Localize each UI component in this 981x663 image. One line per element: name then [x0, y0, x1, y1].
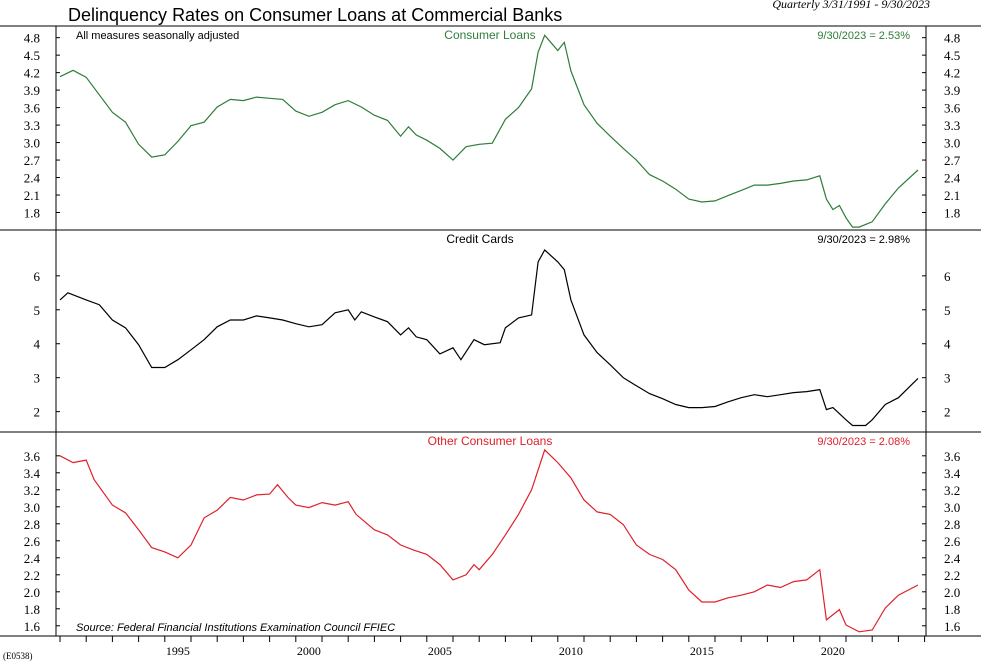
- source-note: Source: Federal Financial Institutions E…: [76, 622, 395, 634]
- y-tick-label-left: 6: [34, 269, 41, 284]
- y-tick-label-right: 2.2: [944, 568, 960, 583]
- y-tick-label-right: 3.9: [944, 83, 960, 98]
- y-tick-label-right: 3.6: [944, 101, 961, 116]
- y-tick-label-right: 6: [944, 269, 951, 284]
- y-tick-label-right: 3.3: [944, 118, 960, 133]
- series-line: [59, 34, 919, 228]
- y-tick-label-right: 1.8: [944, 602, 960, 617]
- last-value-label: 9/30/2023 = 2.08%: [817, 436, 910, 448]
- panel-2: 1.6 1.6 1.8 1.8 2.0 2.0 2.2 2.2 2.4 2.4 2.6 2.6 2.8 2…: [0, 431, 981, 634]
- y-tick-label-right: 2.6: [944, 534, 961, 549]
- panel-0: 1.8 1.8 2.1 2.1 2.4 2.4 2.7 2.7 3.0 3.0 3.3 3.3 3.6 3…: [24, 28, 961, 228]
- y-tick-label-right: 4.8: [944, 31, 960, 46]
- panel-1: 2 2 3 3 4 4 5 5 6 6 Credit Cards 9/30/2023 = 2.98%: [0, 229, 981, 427]
- chart-subtitle: Quarterly 3/31/1991 - 9/30/2023: [772, 0, 930, 11]
- y-tick-label-left: 3.2: [24, 483, 40, 498]
- y-tick-label-right: 4: [944, 337, 951, 352]
- y-tick-label-left: 1.6: [24, 619, 41, 634]
- y-tick-label-right: 2: [944, 405, 951, 420]
- last-value-label: 9/30/2023 = 2.53%: [817, 30, 910, 42]
- series-title: Other Consumer Loans: [428, 434, 553, 448]
- y-tick-label-left: 2.1: [24, 188, 40, 203]
- y-tick-label-right: 2.4: [944, 551, 961, 566]
- series-title: Consumer Loans: [444, 28, 535, 42]
- y-tick-label-left: 2.4: [24, 171, 41, 186]
- x-tick-label: 2010: [559, 644, 583, 658]
- x-tick-label: 2015: [690, 644, 714, 658]
- y-tick-label-left: 3.0: [24, 500, 40, 515]
- y-tick-label-right: 5: [944, 303, 951, 318]
- chart-code: (E0538): [3, 651, 33, 661]
- y-tick-label-right: 4.2: [944, 66, 960, 81]
- series-line: [59, 448, 919, 633]
- y-tick-label-right: 3.6: [944, 449, 961, 464]
- y-tick-label-left: 2.8: [24, 517, 40, 532]
- y-tick-label-left: 2.7: [24, 153, 41, 168]
- y-tick-label-right: 2.8: [944, 517, 960, 532]
- y-tick-label-left: 3.6: [24, 101, 41, 116]
- y-tick-label-left: 3: [34, 371, 41, 386]
- x-tick-label: 2020: [821, 644, 845, 658]
- y-tick-label-right: 1.6: [944, 619, 961, 634]
- y-tick-label-left: 4.8: [24, 31, 40, 46]
- x-tick-label: 1995: [166, 644, 190, 658]
- y-tick-label-left: 1.8: [24, 602, 40, 617]
- y-tick-label-left: 3.9: [24, 83, 40, 98]
- y-tick-label-right: 3.4: [944, 466, 961, 481]
- y-tick-label-left: 5: [34, 303, 41, 318]
- last-value-label: 9/30/2023 = 2.98%: [817, 234, 910, 246]
- y-tick-label-left: 2.6: [24, 534, 41, 549]
- y-tick-label-left: 3.3: [24, 118, 40, 133]
- x-tick-label: 2005: [428, 644, 452, 658]
- y-tick-label-left: 2.4: [24, 551, 41, 566]
- series-line: [59, 249, 919, 427]
- y-tick-label-right: 4.5: [944, 48, 960, 63]
- y-tick-label-right: 2.4: [944, 171, 961, 186]
- chart-title: Delinquency Rates on Consumer Loans at C…: [68, 5, 562, 25]
- y-tick-label-right: 3.2: [944, 483, 960, 498]
- y-tick-label-left: 3.4: [24, 466, 41, 481]
- y-tick-label-right: 3.0: [944, 136, 960, 151]
- y-tick-label-right: 1.8: [944, 206, 960, 221]
- y-tick-label-right: 3: [944, 371, 951, 386]
- y-tick-label-left: 4.5: [24, 48, 40, 63]
- y-tick-label-left: 2.0: [24, 585, 40, 600]
- x-tick-label: 2000: [297, 644, 321, 658]
- y-tick-label-left: 2: [34, 405, 41, 420]
- y-tick-label-right: 2.0: [944, 585, 960, 600]
- series-title: Credit Cards: [446, 232, 513, 246]
- y-tick-label-right: 2.1: [944, 188, 960, 203]
- y-tick-label-right: 3.0: [944, 500, 960, 515]
- y-tick-label-left: 4.2: [24, 66, 40, 81]
- y-tick-label-left: 2.2: [24, 568, 40, 583]
- y-tick-label-left: 3.0: [24, 136, 40, 151]
- y-tick-label-left: 3.6: [24, 449, 41, 464]
- note: All measures seasonally adjusted: [76, 30, 239, 42]
- y-tick-label-left: 4: [34, 337, 41, 352]
- y-tick-label-right: 2.7: [944, 153, 961, 168]
- y-tick-label-left: 1.8: [24, 206, 40, 221]
